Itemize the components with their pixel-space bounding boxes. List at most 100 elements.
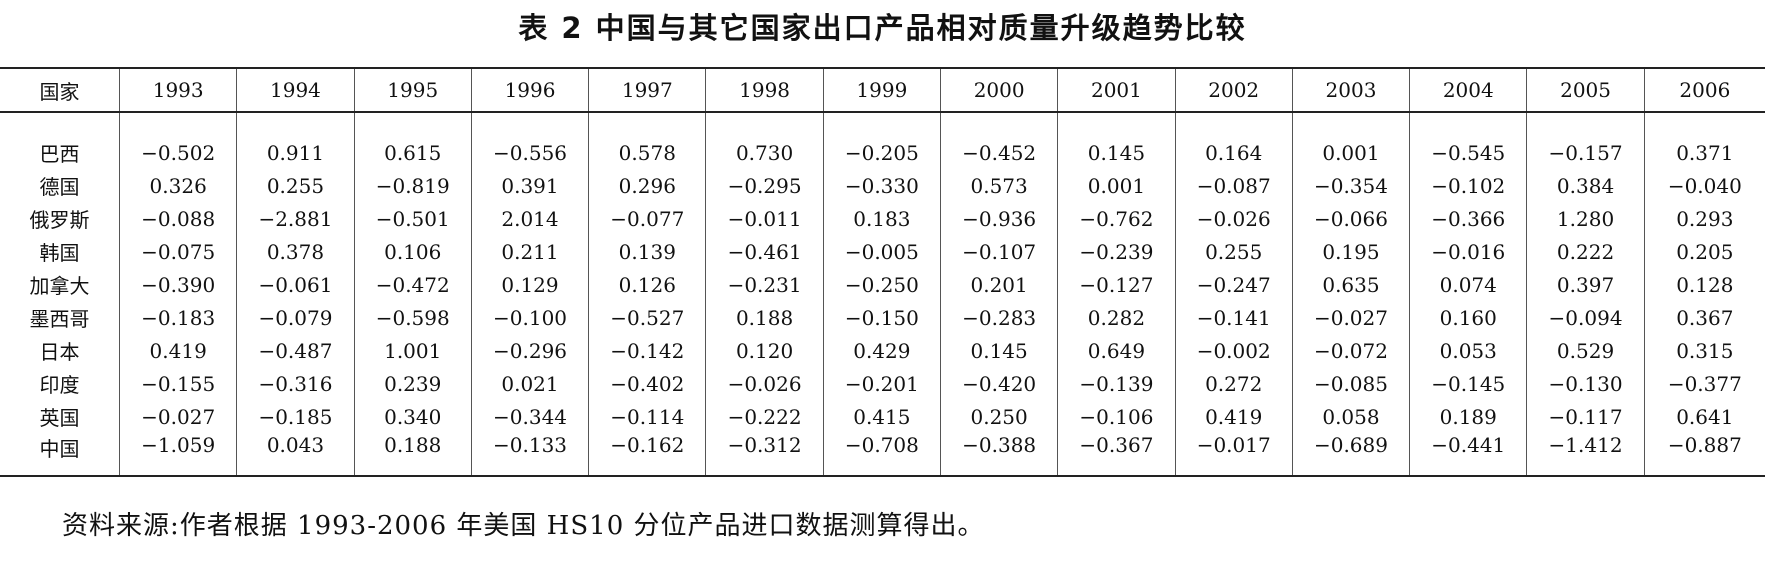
value-cell: 0.120 bbox=[705, 334, 824, 367]
table-row: 英国 −0.027 −0.185 0.340 −0.344 −0.114 −0.222 0.4… bbox=[0, 400, 1765, 433]
value-cell: 0.189 bbox=[1409, 400, 1527, 433]
value-cell: −0.005 bbox=[822, 235, 941, 268]
value-cell: 0.730 bbox=[705, 136, 824, 169]
value-cell: −0.689 bbox=[1291, 433, 1410, 477]
value-cell: −0.002 bbox=[1174, 334, 1293, 367]
value-cell: 0.126 bbox=[588, 268, 706, 301]
value-cell: −0.819 bbox=[353, 169, 472, 202]
header-year: 1996 bbox=[470, 67, 589, 113]
value-cell: 0.188 bbox=[353, 433, 472, 477]
header-year: 2001 bbox=[1057, 67, 1176, 113]
value-cell: −0.377 bbox=[1643, 367, 1765, 400]
value-cell: 0.296 bbox=[588, 169, 706, 202]
value-cell: −0.502 bbox=[119, 136, 237, 169]
country-cell: 巴西 bbox=[39, 142, 80, 166]
value-cell: 0.367 bbox=[1643, 301, 1765, 334]
header-year: 1994 bbox=[236, 67, 355, 113]
value-cell: −0.344 bbox=[470, 400, 589, 433]
value-cell: −0.887 bbox=[1643, 433, 1765, 477]
value-cell: −0.145 bbox=[1409, 367, 1527, 400]
header-year: 2004 bbox=[1409, 67, 1527, 113]
value-cell: 0.074 bbox=[1409, 268, 1527, 301]
value-cell: −0.402 bbox=[588, 367, 706, 400]
header-row: 国家 1993 1994 1995 1996 1997 1998 1999 2000 2001 20… bbox=[0, 67, 1765, 113]
country-cell: 英国 bbox=[39, 406, 80, 430]
value-cell: 0.160 bbox=[1409, 301, 1527, 334]
table-row: 俄罗斯 −0.088 −2.881 −0.501 2.014 −0.077 −0.011 0.… bbox=[0, 202, 1765, 235]
value-cell: 0.641 bbox=[1643, 400, 1765, 433]
value-cell: −0.201 bbox=[822, 367, 941, 400]
value-cell: 0.419 bbox=[1174, 400, 1293, 433]
value-cell: 0.222 bbox=[1526, 235, 1645, 268]
value-cell: −0.157 bbox=[1526, 136, 1645, 169]
spacer-row bbox=[0, 112, 1765, 136]
value-cell: −0.388 bbox=[939, 433, 1058, 477]
value-cell: −0.527 bbox=[588, 301, 706, 334]
value-cell: −0.472 bbox=[353, 268, 472, 301]
header-year: 1997 bbox=[588, 67, 706, 113]
value-cell: 0.250 bbox=[939, 400, 1058, 433]
value-cell: 0.139 bbox=[588, 235, 706, 268]
value-cell: 0.211 bbox=[470, 235, 589, 268]
value-cell: 0.272 bbox=[1174, 367, 1293, 400]
value-cell: −0.139 bbox=[1057, 367, 1176, 400]
value-cell: −0.141 bbox=[1174, 301, 1293, 334]
value-cell: −0.487 bbox=[236, 334, 355, 367]
value-cell: −0.239 bbox=[1057, 235, 1176, 268]
value-cell: −0.066 bbox=[1291, 202, 1410, 235]
value-cell: 0.378 bbox=[236, 235, 355, 268]
value-cell: −0.107 bbox=[939, 235, 1058, 268]
value-cell: −0.162 bbox=[588, 433, 706, 477]
value-cell: −2.881 bbox=[236, 202, 355, 235]
value-cell: −0.936 bbox=[939, 202, 1058, 235]
table-row: 韩国 −0.075 0.378 0.106 0.211 0.139 −0.461 −0.005… bbox=[0, 235, 1765, 268]
quality-upgrade-table: 国家 1993 1994 1995 1996 1997 1998 1999 2000 2001 20… bbox=[0, 67, 1765, 477]
country-cell: 韩国 bbox=[39, 241, 80, 265]
value-cell: −0.312 bbox=[705, 433, 824, 477]
value-cell: −0.114 bbox=[588, 400, 706, 433]
header-year: 2005 bbox=[1526, 67, 1645, 113]
country-cell: 俄罗斯 bbox=[29, 208, 90, 232]
value-cell: 0.419 bbox=[119, 334, 237, 367]
value-cell: −0.441 bbox=[1409, 433, 1527, 477]
value-cell: −1.059 bbox=[119, 433, 237, 477]
value-cell: −0.016 bbox=[1409, 235, 1527, 268]
value-cell: −0.133 bbox=[470, 433, 589, 477]
value-cell: 0.529 bbox=[1526, 334, 1645, 367]
value-cell: −0.598 bbox=[353, 301, 472, 334]
header-country: 国家 bbox=[0, 67, 120, 113]
value-cell: 0.391 bbox=[470, 169, 589, 202]
value-cell: 0.415 bbox=[822, 400, 941, 433]
value-cell: −0.250 bbox=[822, 268, 941, 301]
value-cell: 0.397 bbox=[1526, 268, 1645, 301]
value-cell: −0.085 bbox=[1291, 367, 1410, 400]
value-cell: 0.384 bbox=[1526, 169, 1645, 202]
value-cell: −0.027 bbox=[119, 400, 237, 433]
value-cell: −0.316 bbox=[236, 367, 355, 400]
table-body: 巴西 −0.502 0.911 0.615 −0.556 0.578 0.730 −0.205… bbox=[0, 112, 1765, 477]
value-cell: −0.106 bbox=[1057, 400, 1176, 433]
value-cell: 0.001 bbox=[1057, 169, 1176, 202]
value-cell: −0.075 bbox=[119, 235, 237, 268]
table-row: 中国 −1.059 0.043 0.188 −0.133 −0.162 −0.312 −0.7… bbox=[0, 433, 1765, 477]
value-cell: −0.102 bbox=[1409, 169, 1527, 202]
header-year: 2006 bbox=[1643, 67, 1765, 113]
value-cell: −0.094 bbox=[1526, 301, 1645, 334]
source-note: 资料来源:作者根据 1993-2006 年美国 HS10 分位产品进口数据测算得… bbox=[62, 511, 985, 541]
table-row: 印度 −0.155 −0.316 0.239 0.021 −0.402 −0.026 −0.2… bbox=[0, 367, 1765, 400]
table-title: 表 2 中国与其它国家出口产品相对质量升级趋势比较 bbox=[518, 11, 1247, 45]
value-cell: −0.708 bbox=[822, 433, 941, 477]
value-cell: −0.027 bbox=[1291, 301, 1410, 334]
value-cell: −0.011 bbox=[705, 202, 824, 235]
country-cell: 印度 bbox=[39, 373, 80, 397]
value-cell: 0.205 bbox=[1643, 235, 1765, 268]
value-cell: −0.127 bbox=[1057, 268, 1176, 301]
value-cell: −0.130 bbox=[1526, 367, 1645, 400]
value-cell: 0.315 bbox=[1643, 334, 1765, 367]
value-cell: −0.222 bbox=[705, 400, 824, 433]
value-cell: 0.429 bbox=[822, 334, 941, 367]
value-cell: 0.145 bbox=[939, 334, 1058, 367]
value-cell: −0.354 bbox=[1291, 169, 1410, 202]
value-cell: −0.088 bbox=[119, 202, 237, 235]
value-cell: −0.231 bbox=[705, 268, 824, 301]
